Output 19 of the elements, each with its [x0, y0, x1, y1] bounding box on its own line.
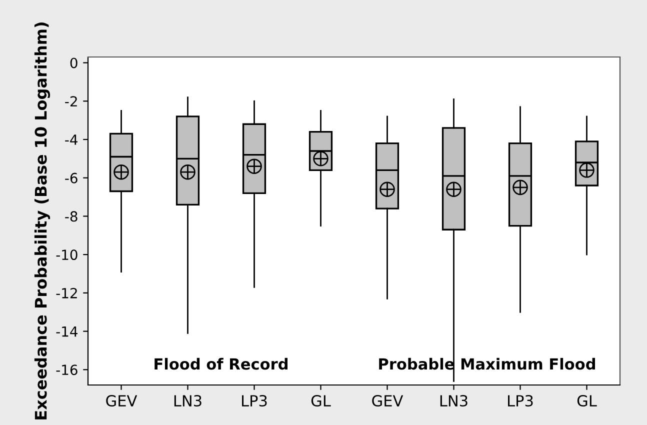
y-tick-label: -14: [56, 326, 78, 337]
x-tick-label: GEV: [372, 394, 404, 407]
y-tick-label: -4: [65, 134, 78, 145]
x-tick-label: LP3: [508, 394, 533, 407]
annotation: Flood of Record: [154, 358, 288, 370]
y-tick-label: -10: [56, 250, 78, 260]
x-tick-label: LN3: [174, 394, 202, 407]
y-tick-label: -12: [56, 288, 77, 298]
y-tick-label: -8: [65, 211, 78, 222]
x-tick-label: GL: [577, 394, 597, 407]
x-tick-label: LN3: [440, 394, 468, 407]
x-tick-label: GL: [311, 394, 331, 407]
y-tick-label: -2: [65, 96, 77, 106]
y-tick-label: 0: [70, 58, 78, 68]
y-tick-label: -6: [65, 172, 78, 184]
y-axis-title: Exceedance Probability (Base 10 Logarithm): [34, 22, 50, 420]
y-tick-label: -16: [56, 364, 78, 376]
x-tick-label: LP3: [242, 394, 267, 407]
x-tick-label: GEV: [106, 394, 138, 407]
